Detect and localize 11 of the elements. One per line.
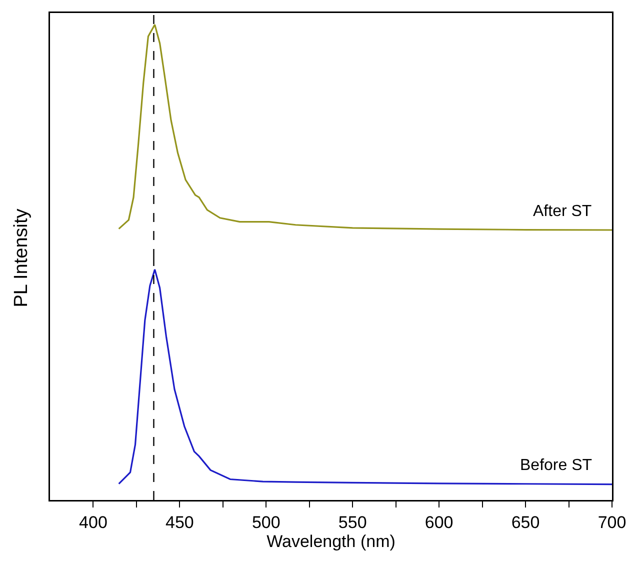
x-tick-label: 650 bbox=[511, 512, 540, 532]
x-tick-label: 700 bbox=[598, 512, 626, 532]
x-tick-label: 400 bbox=[79, 512, 108, 532]
x-tick-label: 500 bbox=[252, 512, 280, 532]
series-label: After ST bbox=[533, 203, 592, 220]
x-axis-title: Wavelength (nm) bbox=[266, 532, 396, 551]
y-axis-title: PL Intensity bbox=[11, 208, 33, 308]
x-tick-label: 550 bbox=[338, 512, 367, 532]
series-label: Before ST bbox=[520, 457, 592, 474]
x-tick-label: 450 bbox=[166, 512, 194, 532]
x-tick-label: 600 bbox=[424, 512, 454, 532]
